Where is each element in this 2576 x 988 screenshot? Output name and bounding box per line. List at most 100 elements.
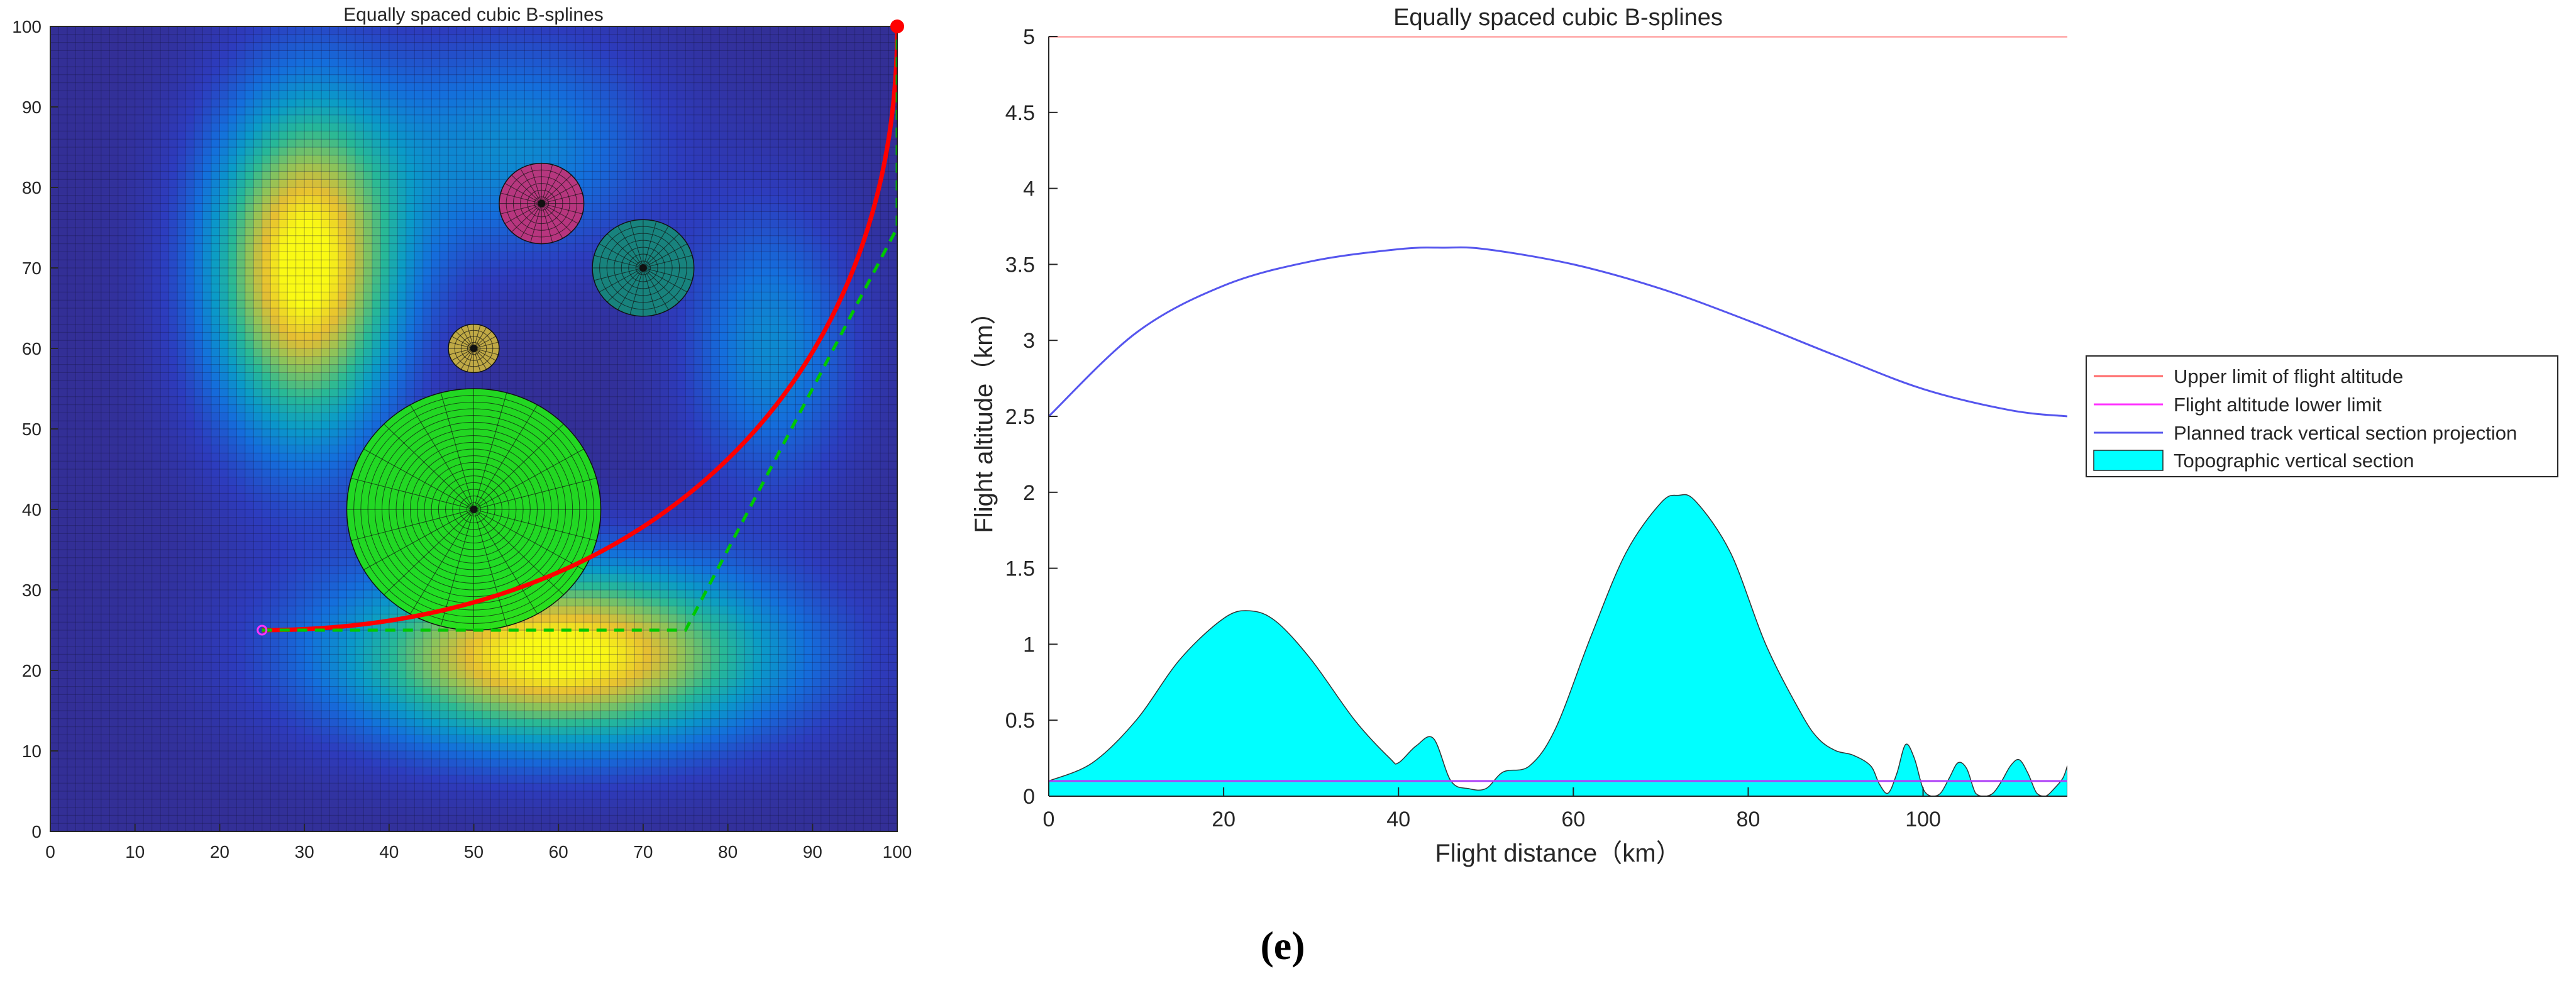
heatmap-cell: [185, 308, 195, 317]
heatmap-cell: [406, 758, 415, 768]
heatmap-cell: [439, 139, 449, 148]
heatmap-cell: [228, 670, 237, 679]
heatmap-cell: [296, 243, 305, 252]
heatmap-cell: [363, 82, 373, 91]
heatmap-cell: [406, 131, 415, 140]
heatmap-cell: [169, 340, 178, 349]
heatmap-cell: [135, 364, 144, 373]
heatmap-cell: [406, 678, 415, 687]
heatmap-cell: [118, 783, 127, 792]
heatmap-cell: [152, 235, 161, 245]
heatmap-cell: [152, 735, 161, 743]
heatmap-cell: [456, 751, 466, 760]
heatmap-cell: [152, 332, 161, 341]
heatmap-cell: [253, 758, 263, 768]
heatmap-cell: [58, 823, 68, 831]
heatmap-cell: [194, 114, 204, 124]
heatmap-cell: [287, 34, 297, 43]
heatmap-cell: [185, 557, 195, 567]
heatmap-cell: [338, 356, 348, 365]
heatmap-cell: [50, 26, 60, 35]
heatmap-cell: [109, 767, 119, 775]
heatmap-cell: [363, 187, 373, 196]
heatmap-cell: [389, 404, 398, 413]
heatmap-cell: [118, 348, 127, 357]
heatmap-cell: [389, 767, 398, 775]
heatmap-cell: [253, 123, 263, 131]
heatmap-cell: [109, 211, 119, 220]
heatmap-cell: [287, 228, 297, 236]
heatmap-cell: [287, 67, 297, 75]
heatmap-cell: [287, 179, 297, 188]
heatmap-cell: [92, 501, 102, 510]
heatmap-cell: [194, 574, 204, 582]
heatmap-cell: [58, 58, 68, 67]
heatmap-cell: [118, 316, 127, 325]
heatmap-cell: [423, 147, 432, 156]
heatmap-cell: [338, 525, 348, 534]
heatmap-cell: [84, 228, 93, 236]
heatmap-cell: [92, 42, 102, 51]
heatmap-cell: [84, 807, 93, 816]
heatmap-cell: [423, 726, 432, 735]
heatmap-cell: [406, 260, 415, 269]
heatmap-cell: [202, 396, 212, 406]
heatmap-cell: [338, 493, 348, 502]
heatmap-cell: [194, 219, 204, 228]
heatmap-cell: [414, 163, 424, 172]
heatmap-cell: [380, 107, 390, 116]
heatmap-cell: [423, 300, 432, 309]
heatmap-cell: [270, 711, 280, 719]
heatmap-cell: [253, 469, 263, 478]
heatmap-cell: [423, 34, 432, 43]
heatmap-cell: [84, 50, 93, 59]
heatmap-cell: [312, 597, 322, 607]
heatmap-cell: [126, 726, 136, 735]
heatmap-cell: [439, 284, 449, 292]
heatmap-cell: [397, 718, 407, 728]
heatmap-cell: [355, 421, 364, 430]
heatmap-cell: [431, 694, 441, 703]
heatmap-cell: [109, 404, 119, 413]
heatmap-cell: [152, 590, 161, 599]
heatmap-cell: [423, 123, 432, 131]
heatmap-cell: [135, 404, 144, 413]
heatmap-cell: [304, 131, 314, 140]
heatmap-cell: [465, 735, 475, 743]
heatmap-cell: [372, 791, 381, 800]
heatmap-cell: [50, 42, 60, 51]
heatmap-cell: [135, 421, 144, 430]
heatmap-cell: [380, 670, 390, 679]
heatmap-cell: [287, 823, 297, 831]
heatmap-cell: [143, 34, 153, 43]
heatmap-cell: [126, 99, 136, 108]
heatmap-cell: [456, 670, 466, 679]
heatmap-cell: [219, 670, 229, 679]
heatmap-cell: [279, 356, 288, 365]
heatmap-cell: [245, 799, 254, 808]
heatmap-cell: [84, 815, 93, 824]
heatmap-cell: [211, 275, 220, 285]
heatmap-cell: [118, 364, 127, 373]
heatmap-cell: [67, 235, 77, 245]
heatmap-cell: [194, 252, 204, 260]
heatmap-cell: [279, 421, 288, 430]
heatmap-cell: [312, 533, 322, 542]
heatmap-cell: [160, 356, 170, 365]
heatmap-cell: [253, 743, 263, 752]
heatmap-cell: [152, 694, 161, 703]
heatmap-cell: [355, 364, 364, 373]
heatmap-cell: [439, 815, 449, 824]
heatmap-cell: [67, 155, 77, 164]
heatmap-cell: [321, 91, 331, 99]
heatmap-cell: [431, 147, 441, 156]
heatmap-cell: [202, 686, 212, 695]
heatmap-cell: [321, 252, 331, 260]
heatmap-cell: [50, 751, 60, 760]
heatmap-cell: [253, 131, 263, 140]
heatmap-cell: [236, 252, 246, 260]
heatmap-cell: [363, 114, 373, 124]
heatmap-cell: [439, 743, 449, 752]
heatmap-cell: [346, 268, 356, 277]
heatmap-cell: [414, 131, 424, 140]
